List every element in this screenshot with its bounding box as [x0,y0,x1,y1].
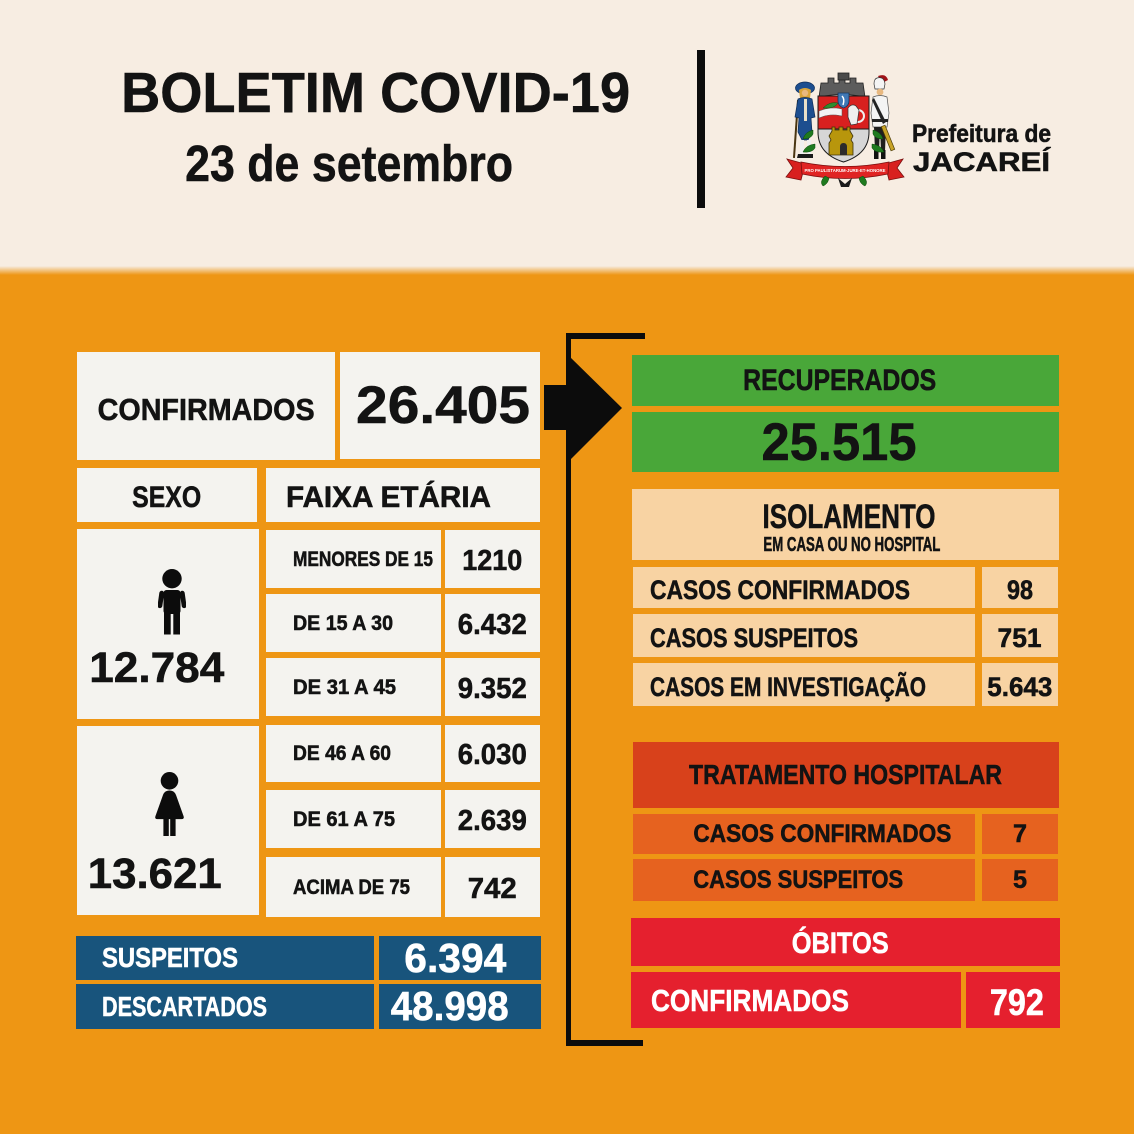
svg-text:PRO PAULISTARUM-JURE-ET-HONORE: PRO PAULISTARUM-JURE-ET-HONORE [804,168,885,173]
